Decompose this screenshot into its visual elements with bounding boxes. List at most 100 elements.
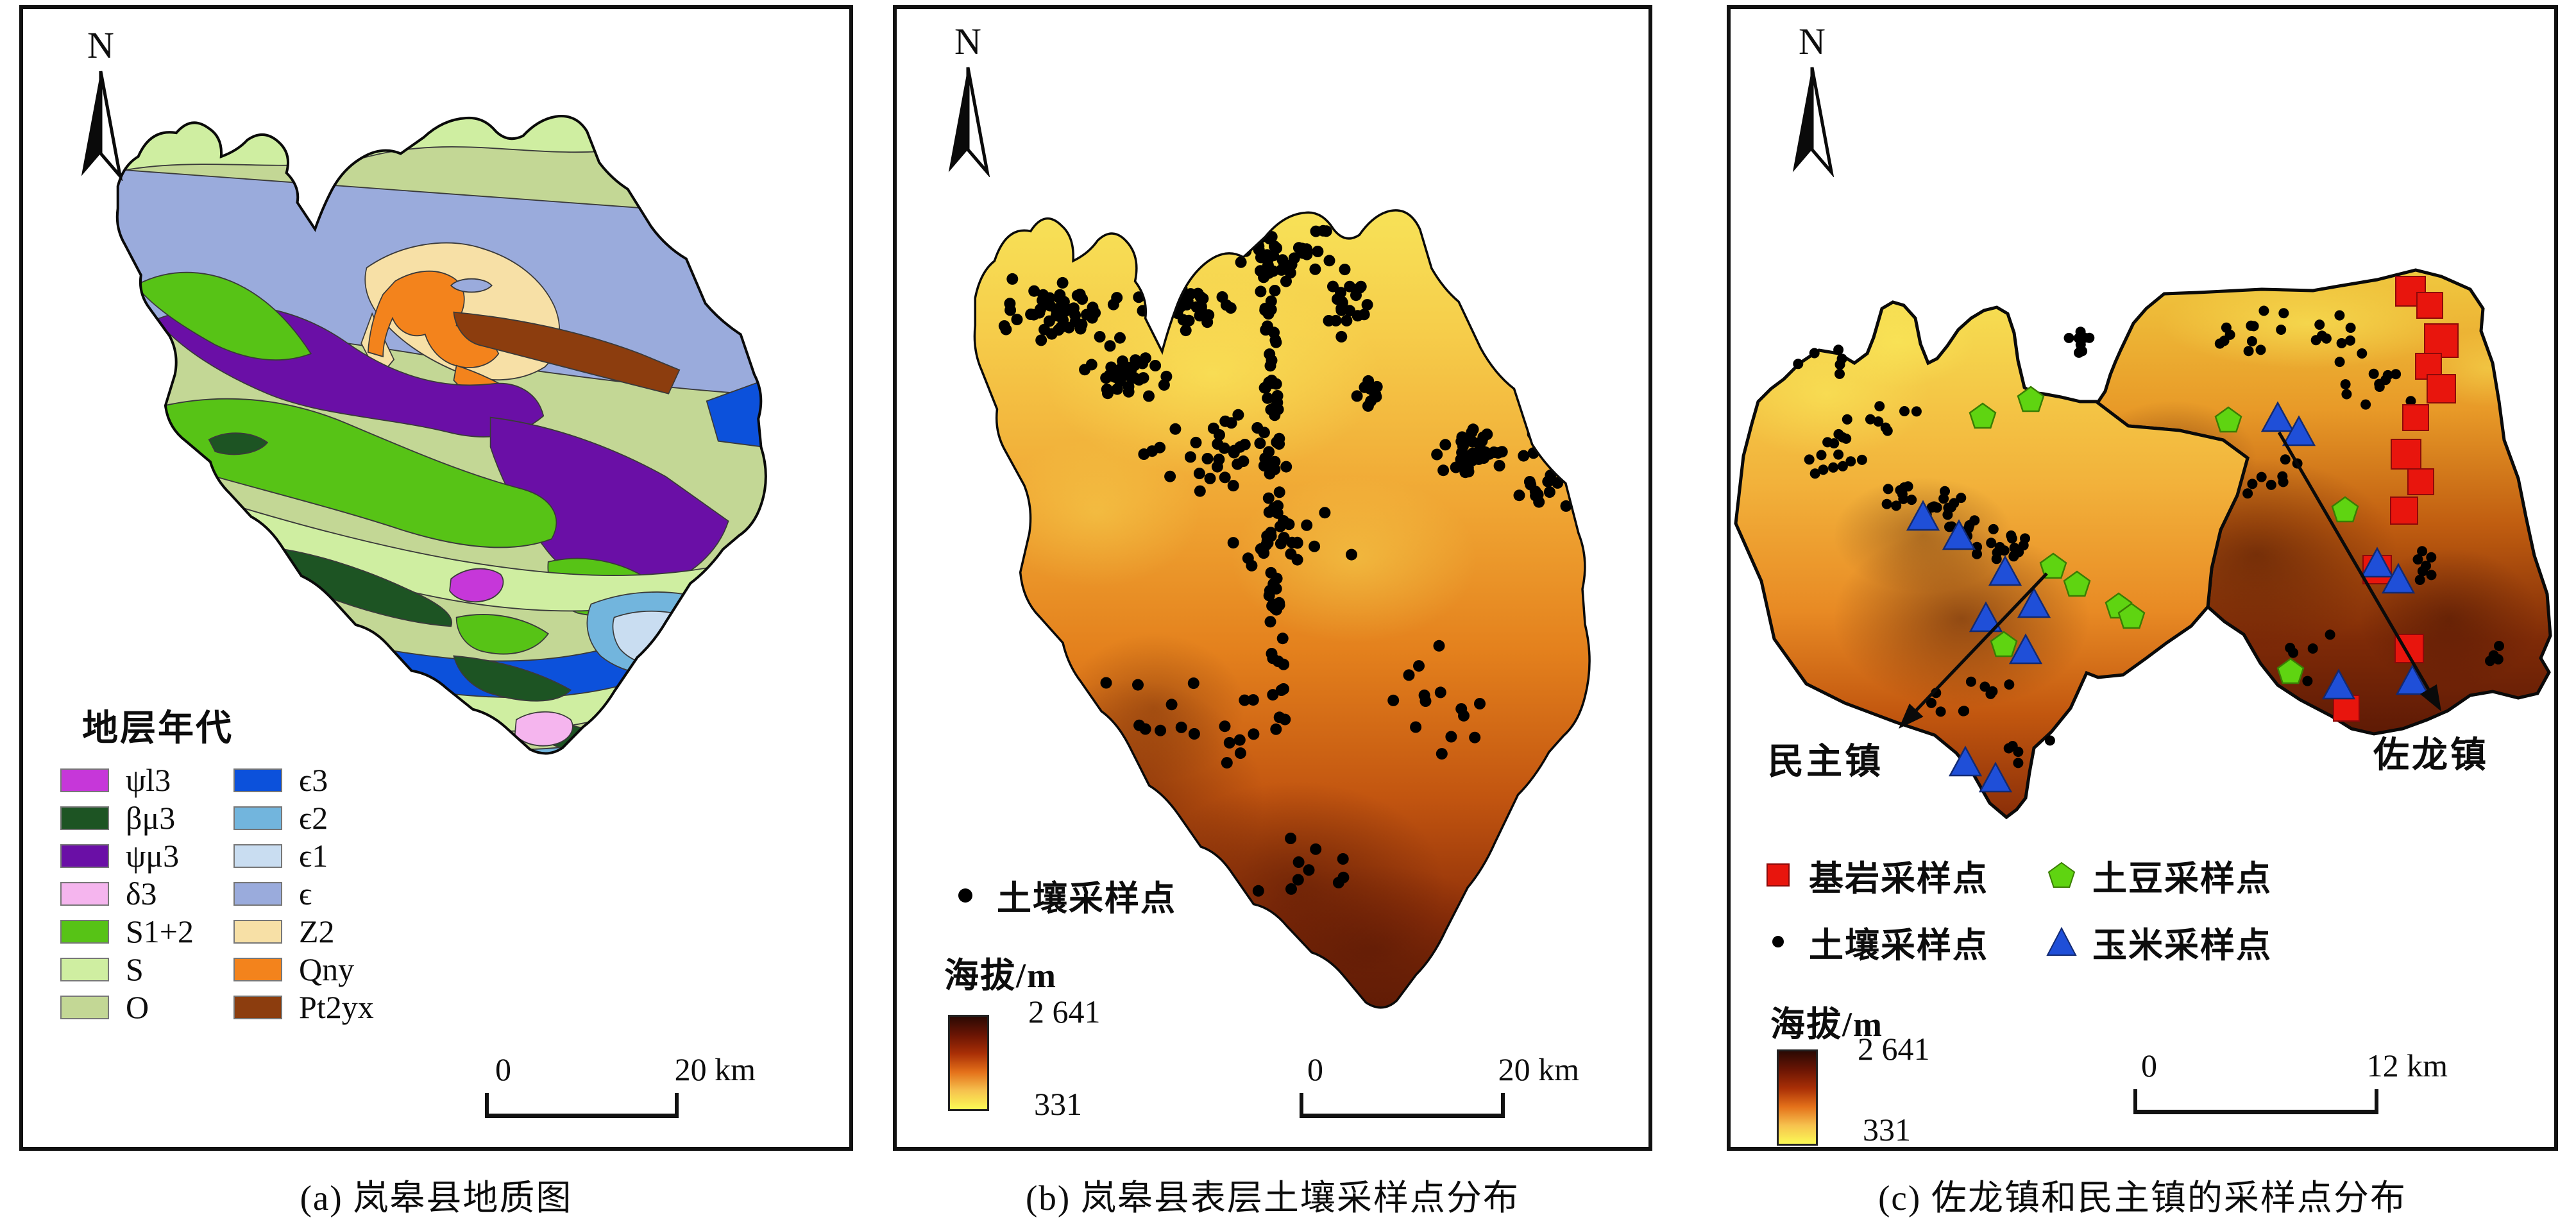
scale-bracket: [2133, 1089, 2378, 1114]
scale-start: 0: [1307, 1051, 1323, 1087]
stratigraphy-label: βμ3: [126, 800, 176, 836]
soil-sample-point: [1845, 456, 1856, 467]
soil-sample-point: [1350, 289, 1362, 301]
soil-sample-point: [1899, 406, 1910, 416]
soil-sample-point: [2013, 758, 2024, 768]
soil-sample-point: [2391, 369, 2402, 380]
town-label-zuolong: 佐龙镇: [2373, 736, 2489, 776]
potato-sample-marker: [1990, 631, 2018, 658]
soil-sample-point: [1319, 507, 1331, 519]
soil-sample-point: [1227, 537, 1239, 549]
stratigraphy-label: ψl3: [126, 762, 171, 798]
soil-sample-point: [1320, 225, 1332, 237]
elevation-min: 331: [1863, 1112, 1911, 1148]
stratigraphy-label: Pt2yx: [299, 989, 374, 1025]
soil-sample-point: [1809, 348, 1820, 359]
dot-marker-icon: [1772, 936, 1784, 947]
caption-panel-b: (b) 岚皋县表层土壤采样点分布: [1026, 1178, 1520, 1218]
soil-sample-point: [1149, 360, 1162, 371]
soil-sample-point: [1248, 728, 1260, 740]
potato-sample-marker: [2331, 496, 2359, 523]
elevation-max: 2 641: [1858, 1031, 1930, 1067]
stratigraphy-label: ϵ: [299, 876, 312, 912]
soil-sample-point: [1365, 395, 1377, 407]
stratigraphy-legend-item: ϵ1: [233, 838, 374, 874]
soil-sample-point: [1207, 422, 1219, 434]
sampling-legend-label: 土豆采样点: [2092, 859, 2272, 898]
soil-sample-point: [1069, 309, 1081, 321]
corn-sample-marker: [1969, 601, 2003, 632]
soil-sample-point: [1439, 439, 1452, 451]
soil-sample-point: [2314, 319, 2325, 330]
soil-sample-point: [2077, 346, 2088, 357]
soil-sample-point: [1057, 314, 1069, 327]
sampling-legend: 基岩采样点 土壤采样点 土豆采样点 玉米采样点: [1761, 854, 2272, 965]
soil-sample-point: [1337, 853, 1349, 865]
soil-sample-point: [1829, 438, 1840, 449]
soil-sample-point: [1184, 451, 1196, 463]
scale-start: 0: [2141, 1048, 2157, 1083]
soil-sample-point: [1260, 539, 1273, 551]
soil-sample-point: [1094, 331, 1106, 343]
soil-sample-point: [1188, 728, 1200, 740]
elevation-ramp: [948, 1015, 989, 1111]
corn-sample-marker: [2008, 633, 2043, 665]
soil-sample-point: [1270, 723, 1282, 735]
soil-sample-point: [1285, 883, 1297, 895]
soil-sample-point: [2256, 471, 2267, 482]
soil-sample-point: [1051, 305, 1063, 317]
soil-sample-point: [2494, 641, 2504, 651]
soil-sample-point: [2255, 344, 2266, 355]
soil-sample-point: [1891, 500, 1902, 511]
corn-sample-marker: [1906, 500, 1940, 531]
stratigraphy-legend-item: ψμ3: [60, 838, 194, 874]
corn-sample-marker: [1942, 519, 1976, 550]
soil-sample-point: [2008, 551, 2019, 562]
soil-sample-point: [1011, 314, 1023, 326]
soil-sample-point: [1087, 301, 1099, 314]
bedrock-sample-marker: [2333, 695, 2360, 722]
soil-sample-point: [1053, 292, 1065, 304]
soil-sample-point: [1118, 362, 1130, 375]
soil-sample-point: [1166, 290, 1178, 302]
soil-sample-point: [1275, 264, 1287, 276]
sampling-legend-item: 基岩采样点: [1761, 854, 1988, 898]
soil-sample-point: [1474, 698, 1486, 709]
north-label: N: [1799, 21, 1826, 62]
soil-sample-point: [2063, 332, 2074, 343]
corn-sample-marker: [2017, 587, 2051, 618]
soil-sample-point: [1153, 317, 1165, 329]
potato-sample-marker: [2276, 658, 2305, 684]
soil-sample-point: [1965, 676, 1976, 687]
soil-sample-point: [1076, 318, 1088, 330]
corn-sample-marker: [1978, 761, 2013, 793]
soil-sample-point: [1327, 280, 1339, 293]
geological-map: [23, 9, 849, 1147]
soil-sample-point: [2278, 308, 2289, 319]
soil-sample-point: [1254, 437, 1266, 450]
scale-bar: 0 12 km: [2127, 1049, 2448, 1114]
soil-sample-point: [2414, 575, 2425, 585]
soil-sample-point: [1273, 486, 1285, 498]
stratigraphy-swatch: [233, 768, 283, 792]
stratigraphy-label: S1+2: [126, 913, 194, 949]
soil-sample-point: [1969, 515, 1980, 526]
soil-sample-point: [1418, 689, 1430, 701]
town-leader-line: [2277, 431, 2430, 690]
soil-sample-point: [1169, 423, 1182, 435]
stratigraphy-swatch: [60, 957, 109, 981]
stratigraphy-swatch: [233, 957, 283, 981]
corn-sample-marker: [1948, 745, 1983, 777]
soil-sample-point: [1339, 264, 1351, 276]
soil-sample-point: [2278, 477, 2289, 488]
soil-sample-point: [2310, 335, 2321, 346]
soil-sample-point: [1259, 303, 1271, 314]
soil-sample-point: [1263, 590, 1275, 602]
soil-sample-point: [2246, 320, 2257, 331]
soil-sample-point: [1223, 736, 1235, 749]
soil-sample-point: [2485, 656, 2495, 666]
soil-sample-point: [1959, 706, 1970, 717]
soil-sample-point: [1403, 669, 1415, 681]
potato-sample-marker: [2017, 386, 2045, 412]
